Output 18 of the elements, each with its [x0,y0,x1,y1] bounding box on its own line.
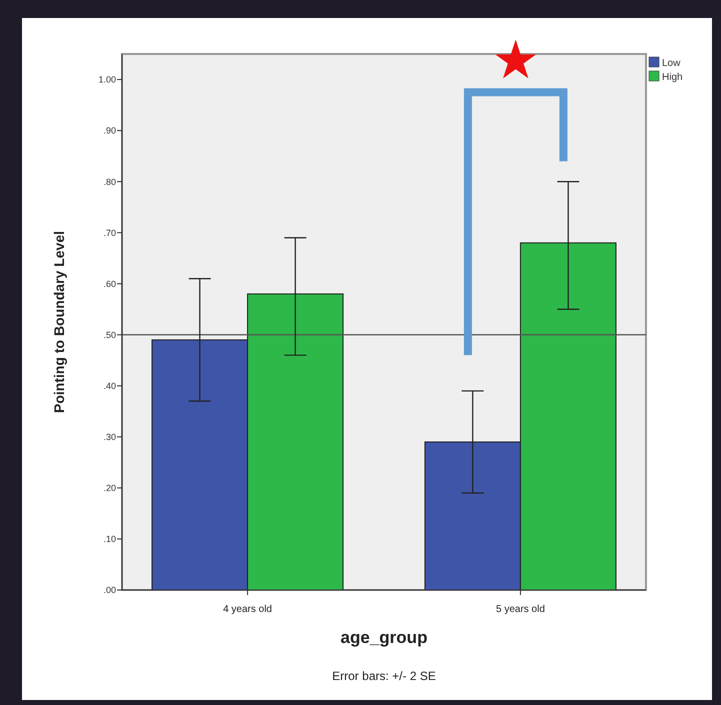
text: Error bars: +/- 2 SE [332,669,436,683]
y-tick-label: .50 [103,330,116,340]
y-tick-label: .70 [103,228,116,238]
legend-label: Low [662,58,682,69]
y-tick-label: .00 [103,585,116,596]
y-tick-label: .80 [103,176,116,187]
y-tick-label: .60 [103,278,116,289]
x-tick-label: 5 years old [496,604,545,615]
y-tick-label: .30 [103,432,116,442]
legend-label: High [662,72,683,83]
x-tick-label: 4 years old [223,604,272,615]
x-axis-title: age_group [340,628,428,647]
y-tick-label: .40 [103,380,116,391]
y-tick-label: 1.00 [98,74,116,85]
y-tick-label: .10 [103,534,116,544]
y-axis-title: Pointing to Boundary Level [51,230,67,414]
y-tick-label: .20 [103,483,116,494]
y-tick-label: .90 [103,126,116,136]
